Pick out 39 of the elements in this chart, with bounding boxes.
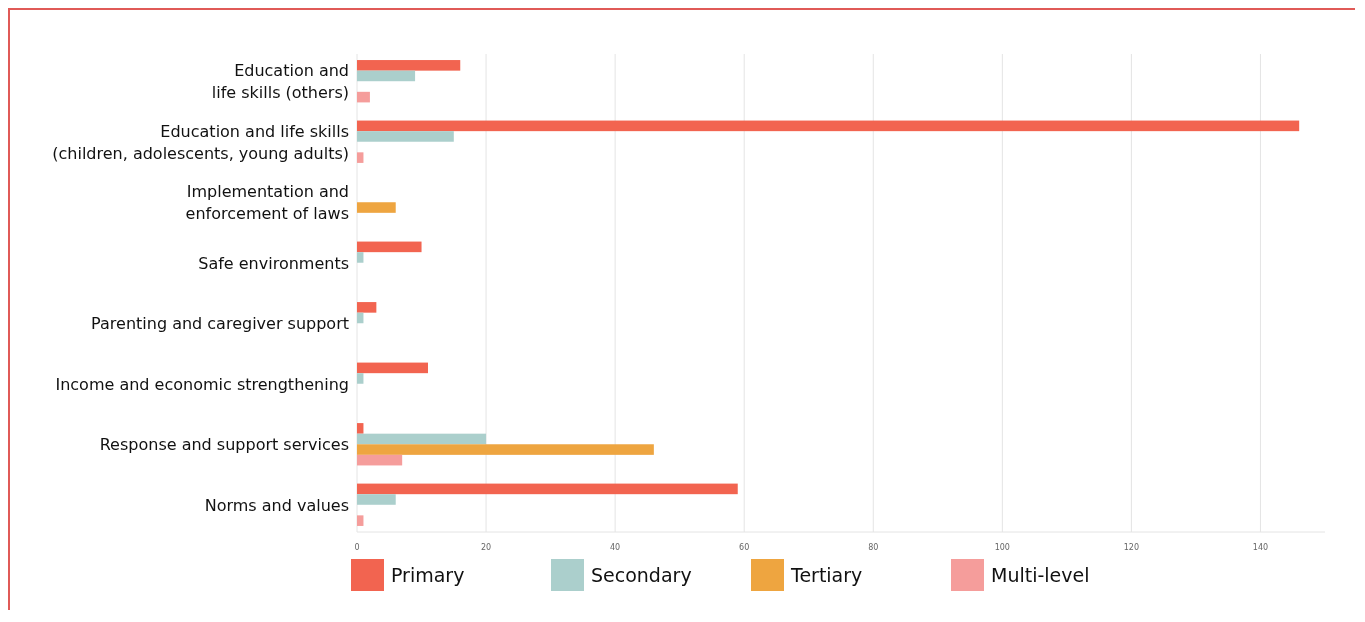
legend-label: Tertiary [790, 564, 863, 586]
bar [357, 515, 364, 526]
x-tick-label: 120 [1123, 543, 1140, 552]
bar [357, 120, 1300, 132]
x-tick-label: 20 [480, 543, 492, 552]
bar [357, 433, 487, 445]
bar [357, 241, 422, 253]
bar [357, 454, 403, 466]
legend-label: Primary [391, 564, 465, 586]
x-tick-label: 0 [354, 543, 360, 552]
bar [357, 131, 454, 142]
legend-label: Secondary [591, 564, 692, 586]
y-tick-label: Education and life skills (others) [211, 61, 349, 103]
y-tick-label: Income and economic strengthening [55, 374, 349, 394]
bar [357, 483, 738, 495]
y-tick-label: Implementation and enforcement of laws [185, 182, 349, 224]
bar [357, 373, 364, 384]
bar [357, 60, 461, 71]
bar [357, 302, 377, 313]
y-tick-label: Response and support services [99, 435, 349, 455]
bar [357, 494, 396, 505]
x-tick-label: 80 [868, 543, 879, 552]
bar [357, 152, 364, 163]
y-tick-label: Parenting and caregiver support [91, 314, 349, 334]
x-tick-label: 40 [610, 543, 621, 552]
y-tick-label: Education and life skills (children, adolescents, young adults) [52, 121, 349, 163]
bar [357, 202, 396, 213]
x-tick-label: 140 [1252, 543, 1269, 552]
bar [357, 91, 370, 103]
x-tick-label: 100 [994, 543, 1010, 552]
legend-label: Multi-level [991, 564, 1090, 586]
y-tick-label: Safe environments [198, 253, 349, 273]
bar [357, 362, 428, 374]
bar [357, 444, 654, 455]
bar [357, 423, 364, 434]
bar [357, 70, 416, 82]
x-tick-label: 60 [739, 543, 750, 552]
bar [357, 252, 364, 263]
y-tick-label: Norms and values [204, 495, 349, 515]
